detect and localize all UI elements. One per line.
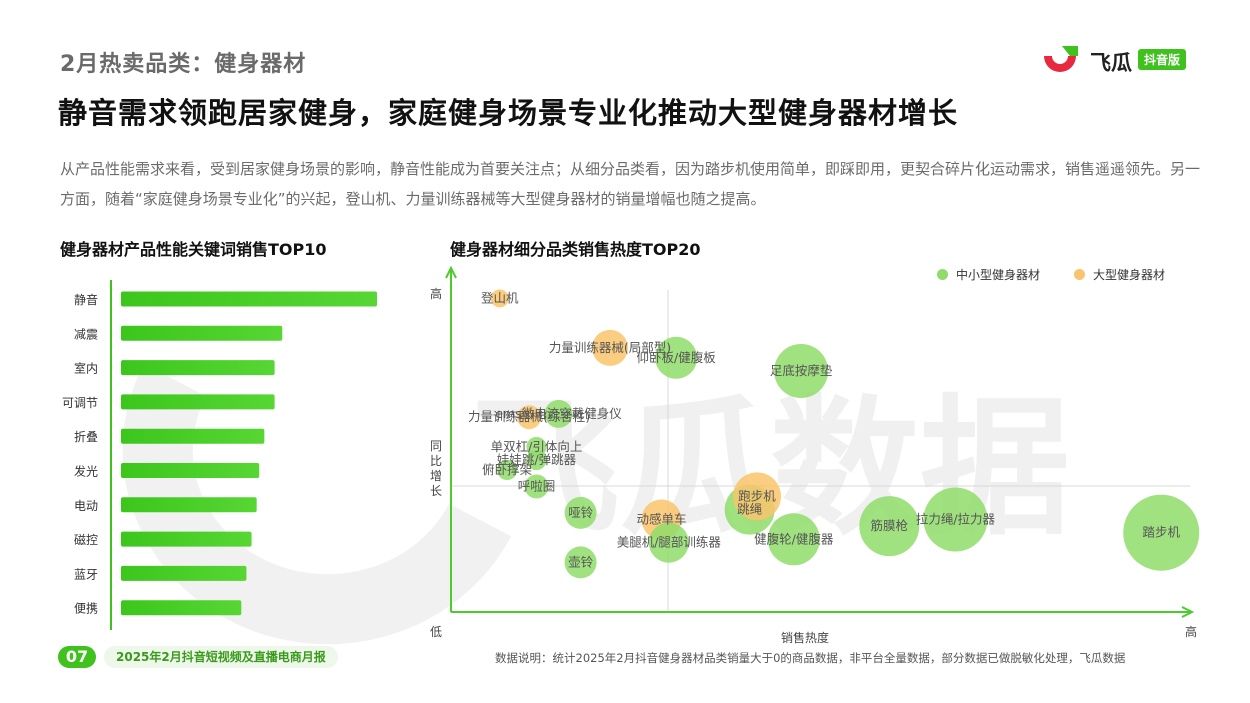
bar [121, 497, 257, 513]
bubble-label: 登山机 [481, 290, 519, 305]
bubble-label: 动感单车 [636, 512, 686, 527]
bubble [564, 546, 597, 579]
page-title: 静音需求领跑居家健身，家庭健身场景专业化推动大型健身器材增长 [58, 96, 959, 130]
bubble-label: 单双杠/引体向上 [491, 439, 583, 454]
bubble-chart: 高低 高销售热度同比增长登山机力量训练器械(局部型)仰卧板/健腹板足底按摩垫力量训… [430, 265, 1200, 645]
bubble [859, 496, 920, 557]
summary-text: 从产品性能需求来看，受到居家健身场景的影响，静音性能成为首要关注点；从细分品类看… [60, 160, 1201, 208]
bubble [733, 472, 781, 521]
y-high-label: 高 [430, 286, 442, 301]
bubble [517, 405, 542, 430]
bubble-label: 跳绳 [737, 502, 762, 517]
bubble-label: 拉力绳/拉力器 [916, 512, 996, 527]
logo-text: 飞瓜 [1090, 51, 1132, 75]
bubble-label: 力量训练器械(综合性) [468, 409, 590, 424]
legend-small-label: 中小型健身器材 [956, 268, 1041, 282]
bubble-label: 哑铃 [568, 505, 594, 520]
legend-large-label: 大型健身器材 [1093, 268, 1166, 282]
bubble [524, 474, 549, 499]
bar [121, 531, 252, 547]
bubble-label: 俯卧撑架 [482, 462, 532, 477]
bar-label: 磁控 [74, 532, 98, 547]
bubble-label: 美腿机/腿部训练器 [617, 535, 722, 550]
bubble [1123, 494, 1200, 571]
bubble [544, 399, 573, 428]
bubble [592, 329, 628, 366]
bar [121, 394, 275, 410]
bar [121, 325, 283, 341]
bubble [490, 289, 509, 308]
report-name: 2025年2月抖音短视频及直播电商月报 [104, 646, 338, 668]
bar-label: 静音 [74, 292, 98, 307]
bar [121, 428, 265, 444]
bar-label: 折叠 [74, 429, 98, 444]
bar-chart-title: 健身器材产品性能关键词销售TOP10 [60, 240, 327, 259]
legend-small: 中小型健身器材 [937, 266, 1040, 283]
bubble-label: 仰卧板/健腹板 [637, 350, 717, 365]
data-note: 数据说明：统计2025年2月抖音健身器材品类销量大于0的商品数据，非平台全量数据… [495, 651, 1126, 665]
feigua-logo: 飞瓜 抖音版 [1040, 44, 1200, 78]
bubble [564, 496, 597, 529]
feigua-logo-icon [1044, 46, 1078, 72]
bubble-label: 跑步机 [738, 488, 776, 503]
bar-label: 室内 [74, 361, 98, 376]
x-high-label: 高 [1185, 624, 1197, 639]
bubble [767, 513, 820, 566]
bar [121, 360, 275, 376]
bar-label: 电动 [74, 499, 98, 513]
bubble [526, 450, 547, 471]
x-axis-title: 销售热度 [781, 630, 829, 645]
bar [121, 565, 247, 581]
logo-badge: 抖音版 [1138, 49, 1187, 70]
bubble [497, 460, 518, 480]
bubble-label: ems微电流穿戴健身仪 [495, 406, 622, 421]
bar [121, 291, 377, 307]
bar-label: 便携 [74, 601, 98, 616]
x-low-label: 低 [430, 625, 442, 639]
bubble-label: 娃娃跳/弹跳器 [497, 452, 577, 467]
bubble-label: 筋膜枪 [871, 518, 909, 533]
bar-label: 减震 [74, 327, 98, 341]
bubble-chart-title: 健身器材细分品类销售热度TOP20 [450, 240, 701, 259]
x-axis-arrow [1181, 606, 1195, 618]
bubble-label: 踏步机 [1142, 525, 1180, 540]
page-number: 07 [58, 646, 96, 668]
bar [121, 600, 242, 616]
bar [121, 463, 260, 478]
bar-label: 发光 [74, 464, 98, 479]
bubble-label: 健腹轮/健腹器 [754, 531, 834, 546]
bubble [655, 336, 698, 379]
bubble-label: 呼啦圈 [518, 479, 556, 494]
bubble-label: 壶铃 [568, 554, 594, 569]
bubble-label: 足底按摩垫 [770, 363, 833, 378]
legend-large-swatch [1074, 269, 1085, 280]
bubble [923, 487, 988, 552]
y-axis-title: 同比增长 [430, 439, 442, 498]
section-title: 2月热卖品类：健身器材 [60, 52, 307, 77]
y-axis-arrow [445, 265, 457, 279]
bar-label: 蓝牙 [74, 567, 98, 581]
legend-large: 大型健身器材 [1074, 266, 1165, 283]
bubble [648, 522, 689, 563]
bubble-label: 力量训练器械(局部型) [549, 340, 671, 355]
legend-small-swatch [937, 269, 948, 280]
bubble [774, 344, 829, 398]
bar-label: 可调节 [62, 396, 98, 410]
watermark-arc [122, 363, 511, 645]
